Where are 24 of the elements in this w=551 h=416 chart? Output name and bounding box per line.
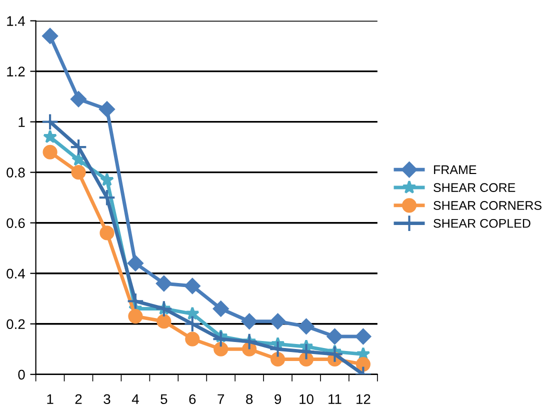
y-tick-label: 0: [18, 370, 25, 380]
y-tick-label: 0.2: [6, 319, 25, 330]
y-tick-label: 1: [18, 117, 25, 127]
y-tick-label: 0.8: [6, 168, 25, 178]
y-tick-label: 1.4: [7, 16, 25, 26]
x-tick-label: 6: [189, 394, 196, 404]
x-tick-label: 2: [75, 394, 82, 404]
legend-label: SHEAR CORNERS: [434, 201, 542, 210]
x-tick-label: 4: [132, 394, 139, 404]
y-tick-label: 0.6: [6, 218, 25, 228]
x-tick-label: 10: [300, 394, 314, 404]
x-tick-label: 9: [274, 394, 281, 404]
x-tick-label: 12: [356, 394, 370, 404]
x-tick-label: 5: [160, 394, 168, 404]
legend-label: SHEAR COPLED: [434, 218, 530, 228]
x-tick-label: 7: [218, 394, 224, 404]
y-tick-label: 1.2: [7, 66, 25, 76]
legend-label: FRAME: [434, 165, 476, 174]
x-tick-label: 3: [104, 394, 110, 404]
legend-label: SHEAR CORE: [434, 183, 516, 192]
y-tick-label: 0.4: [6, 268, 25, 279]
x-tick-label: 11: [328, 394, 342, 404]
x-tick-label: 1: [47, 394, 54, 404]
x-tick-label: 8: [246, 394, 253, 404]
